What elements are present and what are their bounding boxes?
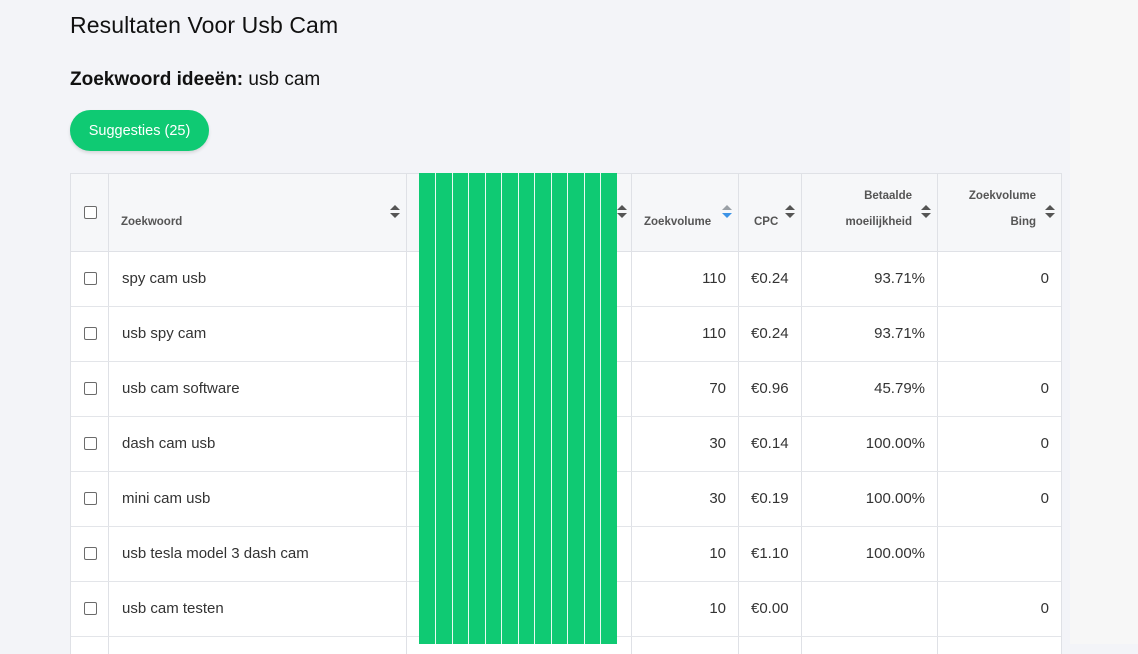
sort-icon[interactable] [785,205,795,219]
header-volume[interactable]: Zoekvolume [632,174,738,251]
volume-cell: 30 [709,490,726,507]
column-divider [631,174,632,654]
cpc-cell: €0.24 [751,270,789,287]
bing-volume-cell: 0 [1040,490,1049,507]
difficulty-cell: 93.71% [874,325,925,342]
row-checkbox[interactable] [84,492,97,505]
header-paid-difficulty-line2: moeilijkheid [845,216,912,228]
header-cpc-label: CPC [754,216,779,228]
keyword-cell: usb cam software [122,380,240,397]
row-checkbox[interactable] [84,272,97,285]
keyword-ideas-label: Zoekwoord ideeën: [70,69,244,90]
volume-cell: 10 [709,545,726,562]
sort-active-icon[interactable] [722,205,732,219]
difficulty-cell [802,581,925,636]
volume-cell: 70 [709,380,726,397]
bing-volume-cell: 0 [1040,600,1049,617]
volume-cell: 30 [709,435,726,452]
sort-icon[interactable] [390,205,400,219]
header-bing-volume[interactable]: Zoekvolume Bing [938,174,1061,251]
bing-volume-cell [938,526,1049,581]
cpc-cell: €0.14 [751,435,789,452]
header-keyword-label: Zoekwoord [121,216,183,228]
column-divider [801,174,802,654]
column-divider [937,174,938,654]
header-paid-difficulty-label: Betaalde moeilijkheid [846,183,912,235]
cpc-cell: €0.96 [751,380,789,397]
header-bing-volume-line2: Bing [1010,216,1036,228]
keyword-ideas-heading: Zoekwoord ideeën: usb cam [70,69,320,91]
keyword-ideas-value: usb cam [248,69,321,90]
keyword-cell: dash cam usb [122,435,216,452]
column-divider [406,174,407,654]
keyword-cell: usb cam testen [122,600,224,617]
cpc-cell: €0.00 [751,600,789,617]
header-keyword[interactable]: Zoekwoord [109,174,406,251]
bing-volume-cell: 0 [1040,380,1049,397]
volume-cell: 110 [702,325,726,342]
sort-icon[interactable] [921,205,931,219]
volume-cell: 10 [709,600,726,617]
header-bing-volume-line1: Zoekvolume [968,190,1036,202]
sort-icon[interactable] [617,205,627,219]
header-volume-label: Zoekvolume [644,216,712,228]
cpc-cell: €0.19 [751,490,789,507]
page-title: Resultaten Voor Usb Cam [70,12,339,38]
suggestions-button[interactable]: Suggesties (25) [70,110,209,151]
bing-volume-cell: 0 [1040,435,1049,452]
difficulty-cell: 100.00% [865,545,925,562]
keyword-cell: mini cam usb [122,490,211,507]
header-cpc[interactable]: CPC [739,174,801,251]
difficulty-cell: 93.71% [874,270,925,287]
keyword-cell: usb tesla model 3 dash cam [122,545,309,562]
cpc-cell: €1.10 [751,545,789,562]
volume-cell: 110 [702,270,726,287]
difficulty-cell: 100.00% [865,435,925,452]
row-checkbox[interactable] [84,437,97,450]
keyword-cell: spy cam usb [122,270,207,287]
bing-volume-cell [938,306,1049,361]
sort-icon[interactable] [1045,205,1055,219]
header-hidden-column[interactable] [616,174,631,251]
column-divider [738,174,739,654]
column-divider [108,174,109,654]
row-checkbox[interactable] [84,602,97,615]
row-checkbox[interactable] [84,327,97,340]
header-bing-volume-label: Zoekvolume Bing [969,183,1036,235]
difficulty-cell: 100.00% [865,490,925,507]
redaction-overlay [419,173,617,644]
bing-volume-cell: 0 [1040,270,1049,287]
header-paid-difficulty-line1: Betaalde [864,190,912,202]
right-panel [1070,0,1138,644]
select-all-checkbox[interactable] [84,206,97,219]
row-checkbox[interactable] [84,547,97,560]
difficulty-cell: 45.79% [874,380,925,397]
keyword-cell: usb spy cam [122,325,207,342]
row-checkbox[interactable] [84,382,97,395]
cpc-cell: €0.24 [751,325,789,342]
header-paid-difficulty[interactable]: Betaalde moeilijkheid [802,174,937,251]
